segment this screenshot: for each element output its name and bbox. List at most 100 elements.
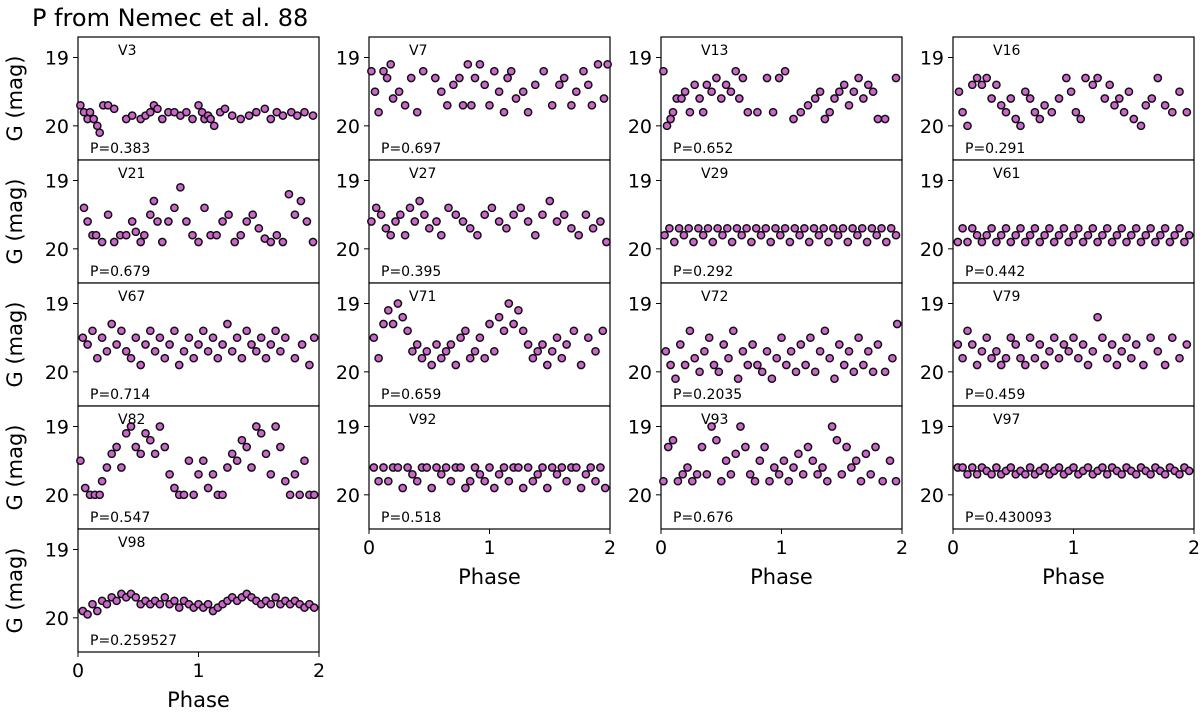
data-point	[92, 353, 102, 363]
star-label: V92	[409, 412, 436, 428]
data-point	[251, 346, 261, 356]
data-point	[117, 326, 126, 336]
data-point	[511, 94, 521, 103]
data-point	[297, 340, 307, 349]
data-point	[280, 333, 290, 343]
data-point	[1020, 87, 1030, 97]
data-point	[813, 469, 822, 479]
data-point	[449, 80, 458, 90]
data-point	[157, 114, 167, 124]
data-point	[136, 449, 146, 459]
data-point	[766, 237, 776, 247]
data-point	[1098, 463, 1107, 472]
data-point	[503, 73, 512, 83]
data-point	[977, 237, 987, 247]
data-point	[781, 360, 791, 370]
data-point	[458, 100, 468, 110]
data-point	[972, 360, 982, 370]
data-point	[1006, 237, 1016, 247]
data-point	[1071, 107, 1081, 117]
data-point	[1129, 114, 1139, 124]
data-point	[768, 107, 778, 117]
data-point	[721, 80, 731, 90]
data-point	[1139, 360, 1148, 370]
period-label: P=0.679	[90, 264, 150, 280]
data-point	[684, 223, 694, 233]
y-tick-label: 20	[628, 485, 652, 507]
data-point	[97, 476, 107, 486]
data-point	[542, 360, 552, 370]
panel-v67: 19 20 V67 P=0.714 G (mag)	[3, 282, 320, 407]
data-point	[403, 463, 412, 472]
data-point	[538, 210, 547, 220]
data-point	[247, 463, 256, 472]
data-point	[194, 469, 203, 479]
data-point	[300, 107, 309, 117]
data-point	[89, 114, 99, 124]
data-point	[796, 107, 806, 117]
star-label: V29	[701, 166, 728, 182]
period-label: P=0.291	[965, 141, 1025, 157]
data-point	[230, 237, 240, 247]
star-label: V27	[409, 166, 436, 182]
data-point	[1112, 360, 1122, 370]
y-tick-label: 19	[45, 294, 69, 316]
data-point	[825, 107, 835, 117]
data-point	[603, 59, 612, 69]
data-point	[863, 346, 873, 356]
data-point	[473, 230, 482, 240]
data-point	[376, 210, 386, 220]
data-point	[465, 223, 475, 233]
period-label: P=0.652	[673, 141, 733, 157]
data-point	[494, 217, 504, 226]
data-point	[514, 463, 523, 472]
data-point	[170, 203, 179, 213]
data-point	[379, 319, 388, 329]
period-label: P=0.292	[673, 264, 733, 280]
data-point	[208, 333, 218, 343]
data-point	[1001, 223, 1011, 233]
data-point	[1126, 230, 1136, 240]
star-label: V67	[118, 289, 145, 305]
data-point	[509, 319, 518, 329]
data-point	[967, 223, 977, 233]
data-point	[1069, 333, 1078, 343]
y-tick-label: 19	[336, 48, 360, 70]
data-point	[480, 210, 490, 220]
data-point	[1006, 333, 1016, 343]
data-point	[391, 217, 400, 226]
data-point	[1170, 230, 1180, 240]
period-label: P=0.547	[90, 510, 150, 526]
data-point	[209, 121, 219, 131]
data-point	[576, 360, 586, 370]
x-tick-label: 0	[947, 537, 959, 559]
data-point	[465, 476, 475, 486]
period-label: P=0.459	[965, 387, 1025, 403]
data-point	[784, 476, 794, 486]
data-point	[795, 230, 804, 240]
data-point	[545, 196, 555, 206]
data-point	[1153, 73, 1163, 83]
data-point	[480, 353, 490, 363]
data-point	[837, 469, 847, 479]
data-point	[728, 326, 738, 336]
data-point	[663, 442, 673, 452]
star-label: V98	[118, 535, 145, 551]
data-point	[145, 435, 155, 445]
data-point	[487, 203, 497, 213]
data-point	[1155, 230, 1165, 240]
data-point	[309, 603, 319, 612]
data-point	[367, 66, 376, 76]
data-point	[436, 230, 446, 240]
data-point	[596, 217, 605, 226]
data-point	[155, 422, 165, 431]
data-point	[593, 59, 603, 69]
data-point	[1078, 340, 1088, 349]
data-point	[859, 94, 868, 103]
data-point	[131, 442, 141, 452]
data-point	[569, 326, 579, 336]
data-point	[786, 346, 796, 356]
data-point	[743, 107, 753, 117]
data-point	[1016, 121, 1025, 131]
data-point	[379, 463, 388, 472]
